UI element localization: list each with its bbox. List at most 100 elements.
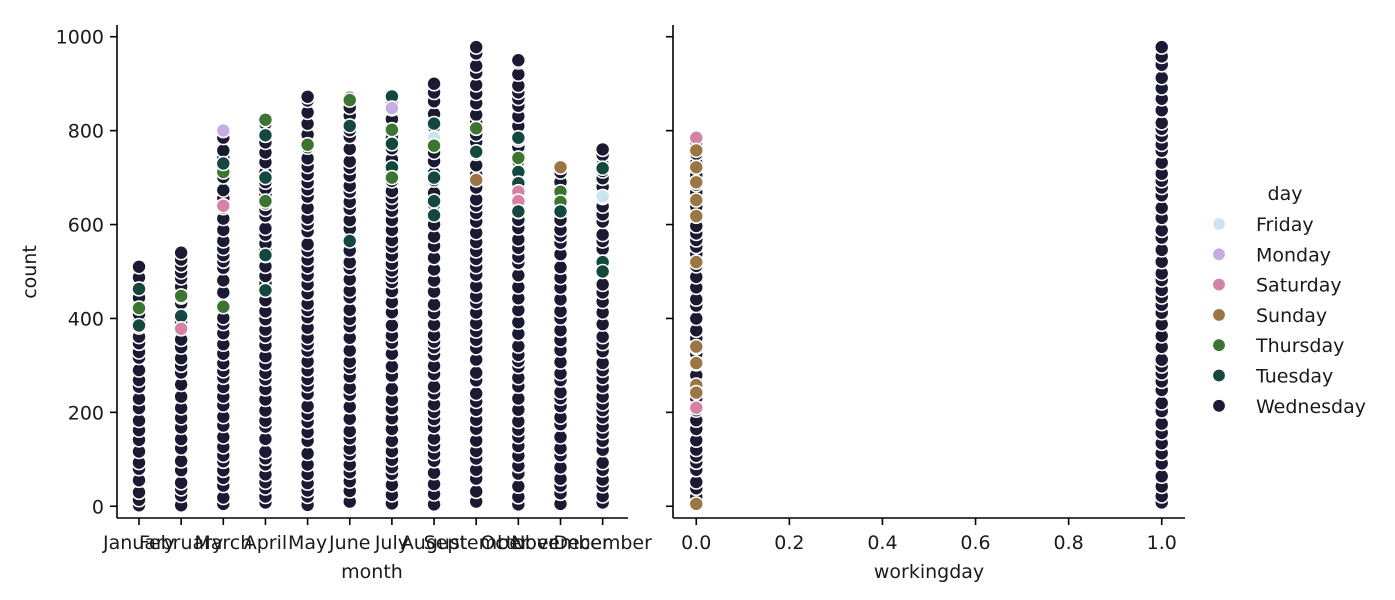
legend-label: Saturday [1256,275,1342,297]
data-point [594,454,611,471]
left-axes: 0 200 400 600 800 1000 JanuaryFebruaryMarchApr… [56,25,652,554]
x-tick-label: November [511,532,610,554]
left-points [131,39,611,514]
data-point [1153,468,1170,485]
data-point [299,89,316,105]
x-tick-label: 0.2 [774,532,804,554]
data-point-highlight [215,122,232,139]
data-point [1153,39,1170,55]
x-tick-label: February [139,532,223,554]
data-point [594,226,611,243]
x-tick-label: July [374,532,409,554]
data-point [594,141,611,158]
data-point [384,380,400,397]
legend-entries: Friday Monday Saturday Sunday Thursday Tuesda… [1211,214,1366,418]
data-point-highlight [688,129,705,146]
data-point-highlight [468,120,485,137]
x-tick-label: 0.6 [960,532,990,554]
data-point [1153,69,1170,86]
y-tick-label: 800 [68,121,104,143]
data-point-highlight [215,198,232,214]
right-axes: 0.0 0.2 0.4 0.6 0.8 1.0 [666,25,1185,554]
data-point [173,453,189,469]
data-point [173,244,189,261]
legend-marker [1211,247,1227,262]
legend-label: Friday [1256,214,1314,236]
data-point-highlight [688,254,705,270]
data-point-highlight [594,263,611,280]
x-tick-label: June [328,532,370,554]
y-tick-label: 0 [92,496,104,518]
data-point [552,259,569,276]
data-point [341,342,358,359]
data-point-highlight [257,282,274,299]
data-point [468,364,485,381]
data-point-highlight [688,384,705,401]
data-point-highlight [594,188,611,205]
data-point-highlight [468,172,485,188]
data-point-highlight [688,399,705,416]
data-point-highlight [468,144,485,160]
data-point [510,52,527,69]
x-tick-label: December [553,532,652,554]
data-point-highlight [257,193,274,209]
data-point-highlight [688,142,705,159]
legend-title: day [1268,183,1303,205]
data-point-highlight [131,300,147,316]
x-tick-label: 0.8 [1054,532,1084,554]
data-point-highlight [688,208,705,224]
data-point-highlight [131,281,147,297]
data-point-highlight [688,159,705,176]
data-point [257,220,274,237]
data-point [426,296,442,313]
data-point-highlight [426,169,442,186]
legend: day Friday Monday Saturday Sunday Thursday Tu… [1211,183,1366,418]
left-panel: 0 200 400 600 800 1000 JanuaryFebruaryMarchApr… [19,25,652,583]
legend-label: Sunday [1256,305,1327,327]
legend-label: Wednesday [1256,396,1366,418]
data-point-highlight [426,137,442,154]
y-tick-label: 400 [68,308,104,330]
legend-marker [1211,307,1227,322]
data-point-highlight [257,127,274,144]
legend-label: Monday [1256,244,1331,266]
data-point-highlight [257,169,274,186]
left-y-axis-label: count [19,245,41,299]
left-x-axis-label: month [341,561,403,583]
data-point [468,483,485,500]
data-point [1153,351,1170,368]
data-point-highlight [552,159,569,176]
x-tick-label: January [102,532,175,554]
legend-marker [1211,338,1227,353]
data-point-highlight [131,317,147,334]
data-point-highlight [341,118,358,134]
legend-marker [1211,277,1227,292]
data-point-highlight [299,136,316,153]
data-point-highlight [341,92,358,108]
data-point-highlight [688,338,705,355]
data-point-highlight [384,100,400,116]
x-tick-label: 0.4 [867,532,897,554]
data-point [468,385,485,402]
data-point-highlight [257,247,274,263]
data-point [299,445,316,462]
data-point-highlight [173,288,189,304]
data-point-highlight [426,207,442,223]
data-point [688,310,705,327]
x-tick-label: 1.0 [1147,532,1177,554]
legend-label: Tuesday [1255,366,1333,388]
legend-marker [1211,368,1227,383]
y-tick-label: 600 [68,215,104,237]
data-point-highlight [510,150,527,166]
data-point [1153,395,1170,411]
data-point-highlight [426,193,442,209]
data-point [215,182,232,198]
data-point [468,39,485,55]
x-tick-label: May [288,532,327,554]
x-tick-label: September [424,532,529,554]
legend-marker [1211,398,1227,413]
x-tick-label: March [194,532,252,554]
data-point-highlight [510,129,527,146]
data-point-highlight [341,233,358,249]
data-point-highlight [215,298,232,315]
